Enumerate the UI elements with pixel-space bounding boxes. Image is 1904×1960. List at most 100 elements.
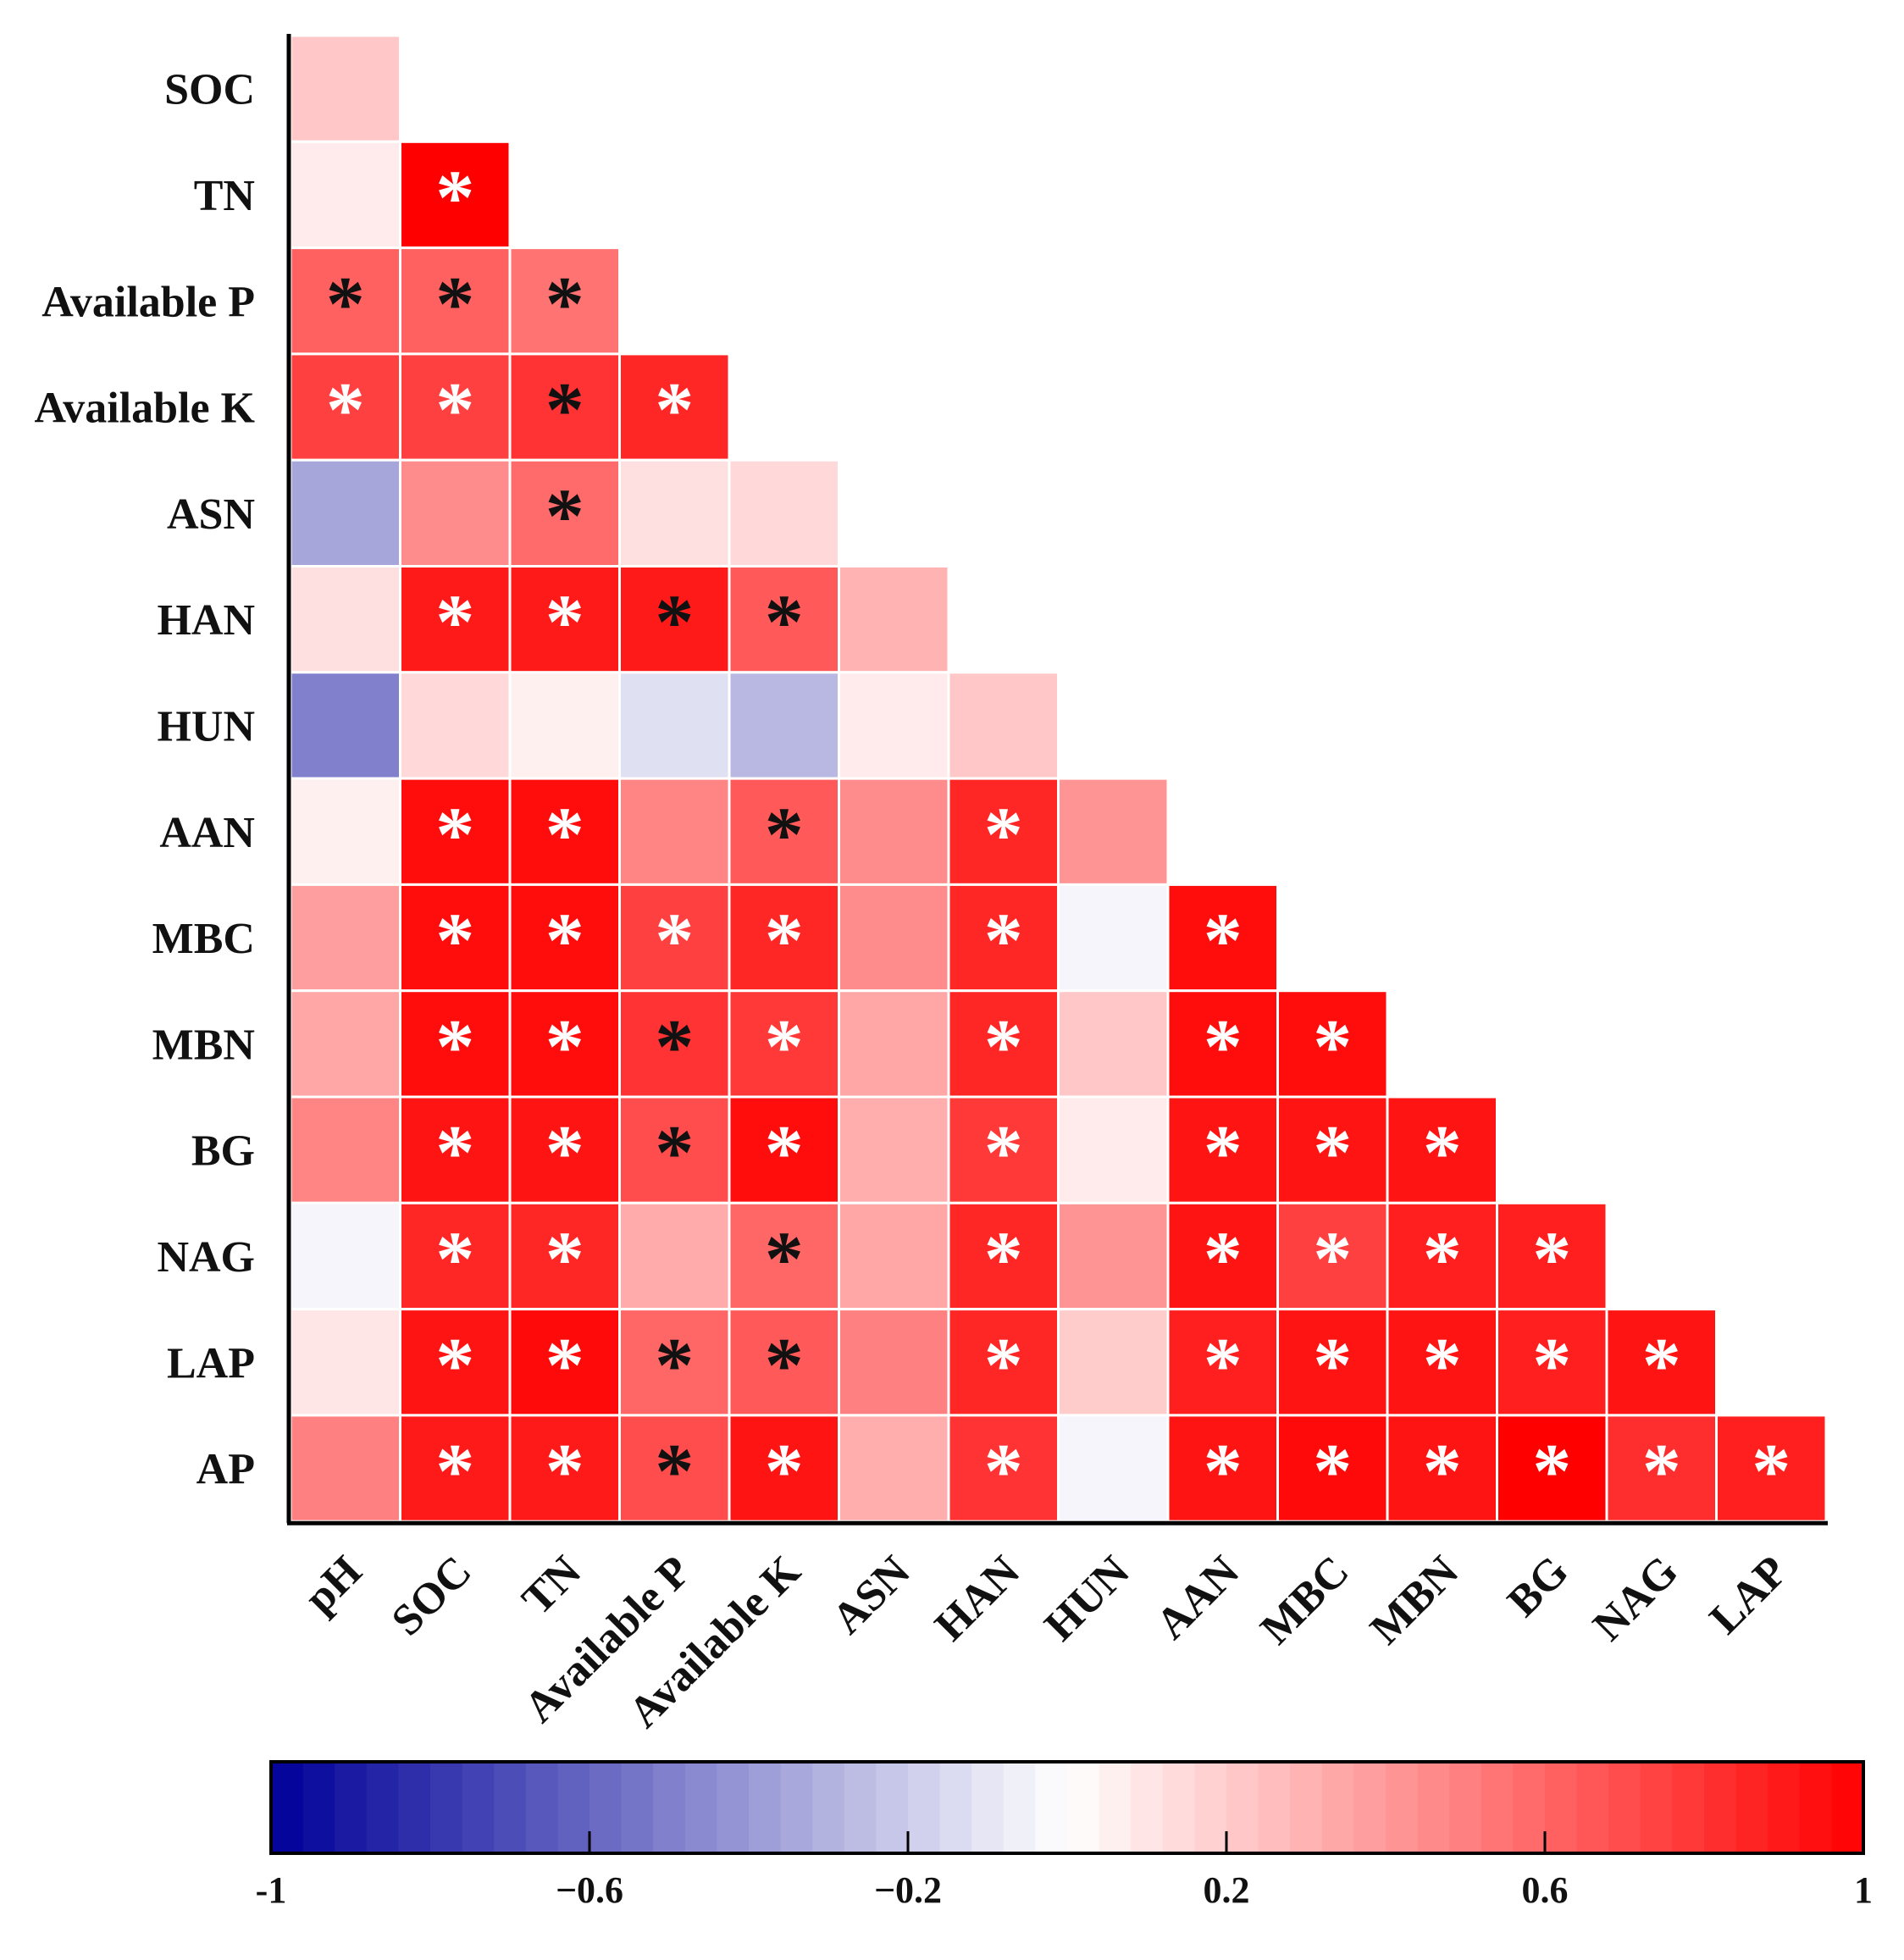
colorbar-tick-label: -1 bbox=[256, 1869, 287, 1911]
significance-marker: * bbox=[1204, 1003, 1243, 1089]
heatmap-cell-ap-available-p bbox=[618, 1414, 731, 1523]
colorbar-segment bbox=[1576, 1762, 1609, 1853]
colorbar-segment bbox=[494, 1762, 527, 1853]
heatmap-cell-lap-han bbox=[947, 1308, 1060, 1417]
col-label-asn: ASN bbox=[823, 1547, 920, 1643]
heatmap-cell-lap-nag bbox=[1605, 1308, 1718, 1417]
heatmap-cell-mbc-hun bbox=[1057, 883, 1170, 993]
heatmap-cell-hun-available-k bbox=[728, 671, 840, 780]
colorbar-tick-label: 0.6 bbox=[1522, 1869, 1569, 1911]
colorbar-segment bbox=[462, 1762, 495, 1853]
significance-marker: * bbox=[435, 1003, 474, 1089]
heatmap-cell-mbn-ph bbox=[289, 989, 401, 1099]
row-label-han: HAN bbox=[157, 596, 255, 645]
heatmap-cell-nag-bg bbox=[1496, 1201, 1608, 1311]
colorbar-segment bbox=[1735, 1762, 1768, 1853]
heatmap-cell-ap-nag bbox=[1605, 1414, 1718, 1523]
significance-marker: * bbox=[1204, 1110, 1243, 1196]
significance-marker: * bbox=[1204, 1321, 1243, 1408]
heatmap-cell-hun-available-p bbox=[618, 671, 731, 780]
heatmap-cell-hun-tn bbox=[508, 671, 621, 780]
heatmap-cell-mbc-soc bbox=[399, 883, 512, 993]
colorbar-tick-label: −0.2 bbox=[874, 1869, 942, 1911]
heatmap-cell-bg-soc bbox=[399, 1095, 512, 1204]
colorbar-segment bbox=[1608, 1762, 1641, 1853]
significance-marker: * bbox=[765, 791, 804, 878]
heatmap-cell-available-k-soc bbox=[399, 352, 512, 462]
colorbar-segment bbox=[398, 1762, 431, 1853]
heatmap-cell-mbc-available-p bbox=[618, 883, 731, 993]
colorbar-segment bbox=[1194, 1762, 1227, 1853]
heatmap-cell-mbc-ph bbox=[289, 883, 401, 993]
col-label-lap: LAP bbox=[1701, 1547, 1797, 1643]
colorbar-segment bbox=[1481, 1762, 1514, 1853]
row-label-mbc: MBC bbox=[152, 915, 255, 963]
significance-marker: * bbox=[1532, 1428, 1571, 1514]
significance-marker: * bbox=[765, 1215, 804, 1302]
heatmap-cell-asn-available-p bbox=[618, 458, 731, 568]
significance-marker: * bbox=[435, 1110, 474, 1196]
colorbar-segment bbox=[971, 1762, 1005, 1853]
significance-marker: * bbox=[326, 260, 365, 346]
row-label-available-p: Available P bbox=[42, 278, 255, 326]
significance-marker: * bbox=[1313, 1215, 1352, 1302]
significance-marker: * bbox=[326, 367, 365, 453]
colorbar-tick-label: 1 bbox=[1854, 1869, 1873, 1911]
significance-marker: * bbox=[545, 1110, 584, 1196]
significance-marker: * bbox=[1642, 1321, 1681, 1408]
col-label-tn: TN bbox=[513, 1547, 590, 1624]
colorbar-segment bbox=[335, 1762, 368, 1853]
significance-marker: * bbox=[1204, 1215, 1243, 1302]
heatmap-cell-lap-available-k bbox=[728, 1308, 840, 1417]
significance-marker: * bbox=[1532, 1321, 1571, 1408]
significance-marker: * bbox=[765, 1321, 804, 1408]
colorbar-segment bbox=[1386, 1762, 1419, 1853]
colorbar-segment bbox=[1162, 1762, 1195, 1853]
colorbar-segment bbox=[1035, 1762, 1068, 1853]
heatmap-axes bbox=[286, 34, 1828, 1525]
significance-marker: * bbox=[435, 791, 474, 878]
row-label-soc: SOC bbox=[164, 66, 255, 114]
significance-marker: * bbox=[1423, 1110, 1462, 1196]
significance-marker: * bbox=[765, 1428, 804, 1514]
heatmap-cell-aan-ph bbox=[289, 777, 401, 886]
significance-marker: * bbox=[1313, 1428, 1352, 1514]
colorbar-segment bbox=[302, 1762, 335, 1853]
heatmap-cell-mbc-asn bbox=[838, 883, 950, 993]
heatmap-cell-lap-ph bbox=[289, 1308, 401, 1417]
col-label-hun: HUN bbox=[1036, 1547, 1139, 1650]
significance-marker: * bbox=[545, 791, 584, 878]
colorbar-segment bbox=[1640, 1762, 1673, 1853]
heatmap-cell-nag-aan bbox=[1166, 1201, 1279, 1311]
significance-marker: * bbox=[545, 367, 584, 453]
colorbar-segment bbox=[780, 1762, 813, 1853]
colorbar-segment bbox=[844, 1762, 877, 1853]
significance-marker: * bbox=[435, 367, 474, 453]
heatmap-cell-hun-soc bbox=[399, 671, 512, 780]
heatmap-cell-nag-mbn bbox=[1386, 1201, 1498, 1311]
row-label-tn: TN bbox=[194, 172, 255, 220]
significance-marker: * bbox=[655, 1428, 694, 1514]
significance-marker: * bbox=[655, 367, 694, 453]
colorbar-segment bbox=[1321, 1762, 1354, 1853]
colorbar-segment bbox=[621, 1762, 654, 1853]
heatmap-cell-hun-ph bbox=[289, 671, 401, 780]
significance-marker: * bbox=[545, 1428, 584, 1514]
colorbar-segment bbox=[876, 1762, 909, 1853]
significance-marker: * bbox=[1752, 1428, 1791, 1514]
heatmap-cell-nag-ph bbox=[289, 1201, 401, 1311]
significance-marker: * bbox=[545, 473, 584, 559]
col-label-han: HAN bbox=[926, 1547, 1029, 1650]
significance-marker: * bbox=[984, 1003, 1023, 1089]
heatmap-cell-aan-han bbox=[947, 777, 1060, 886]
colorbar-segment bbox=[557, 1762, 590, 1853]
heatmap-cell-bg-ph bbox=[289, 1095, 401, 1204]
heatmap-cell-aan-soc bbox=[399, 777, 512, 886]
heatmap-cell-mbn-asn bbox=[838, 989, 950, 1099]
heatmap-cell-han-available-p bbox=[618, 565, 731, 674]
significance-marker: * bbox=[435, 260, 474, 346]
heatmap-cell-ap-ph bbox=[289, 1414, 401, 1523]
colorbar-segment bbox=[1353, 1762, 1386, 1853]
significance-marker: * bbox=[545, 579, 584, 665]
